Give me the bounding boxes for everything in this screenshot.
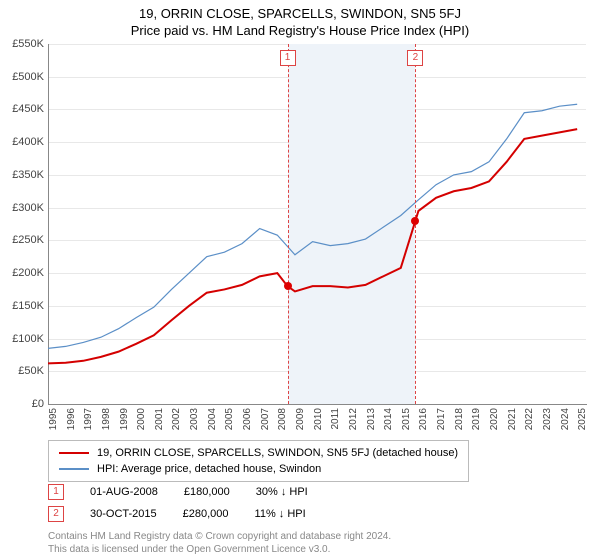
annotation-date: 01-AUG-2008 <box>90 486 158 498</box>
annotation-date: 30-OCT-2015 <box>90 508 157 520</box>
marker-number-box: 2 <box>407 50 423 66</box>
x-axis-label: 2021 <box>507 408 518 430</box>
y-axis-label: £550K <box>4 38 44 50</box>
x-axis-label: 2009 <box>295 408 306 430</box>
x-axis-label: 2000 <box>136 408 147 430</box>
y-axis-label: £400K <box>4 136 44 148</box>
y-axis-label: £0 <box>4 398 44 410</box>
x-axis-label: 2017 <box>436 408 447 430</box>
x-axis-label: 2008 <box>277 408 288 430</box>
annotation-marker: 1 <box>48 484 64 500</box>
plot-svg <box>48 44 586 404</box>
chart-container: 19, ORRIN CLOSE, SPARCELLS, SWINDON, SN5… <box>0 0 600 560</box>
x-axis-label: 1998 <box>101 408 112 430</box>
y-axis-label: £500K <box>4 71 44 83</box>
x-axis-label: 2016 <box>418 408 429 430</box>
x-axis-label: 1995 <box>48 408 59 430</box>
legend-label: 19, ORRIN CLOSE, SPARCELLS, SWINDON, SN5… <box>97 445 458 461</box>
y-axis-label: £450K <box>4 103 44 115</box>
x-axis-label: 2014 <box>383 408 394 430</box>
x-axis-label: 2011 <box>330 408 341 430</box>
y-axis-label: £350K <box>4 169 44 181</box>
y-axis-label: £150K <box>4 300 44 312</box>
chart-title-address: 19, ORRIN CLOSE, SPARCELLS, SWINDON, SN5… <box>0 0 600 21</box>
y-axis-label: £100K <box>4 333 44 345</box>
marker-dot <box>411 217 419 225</box>
marker-number-box: 1 <box>280 50 296 66</box>
annotation-row: 1 01-AUG-2008 £180,000 30% ↓ HPI <box>48 484 308 500</box>
series-line-hpi <box>48 104 577 348</box>
legend-label: HPI: Average price, detached house, Swin… <box>97 461 321 477</box>
x-axis-label: 2010 <box>313 408 324 430</box>
x-axis-label: 2015 <box>401 408 412 430</box>
marker-vline <box>288 44 289 404</box>
footnote-line: Contains HM Land Registry data © Crown c… <box>48 530 391 543</box>
x-axis-label: 2005 <box>224 408 235 430</box>
x-axis-label: 2025 <box>577 408 588 430</box>
x-axis-label: 2022 <box>524 408 535 430</box>
legend: 19, ORRIN CLOSE, SPARCELLS, SWINDON, SN5… <box>48 440 469 482</box>
x-axis-label: 2024 <box>560 408 571 430</box>
marker-dot <box>284 282 292 290</box>
x-axis-label: 2002 <box>171 408 182 430</box>
x-axis-label: 2004 <box>207 408 218 430</box>
x-axis-label: 2018 <box>454 408 465 430</box>
y-axis-label: £300K <box>4 202 44 214</box>
x-axis-label: 2006 <box>242 408 253 430</box>
x-axis-label: 2003 <box>189 408 200 430</box>
series-line-price_paid <box>48 129 577 363</box>
footnote-line: This data is licensed under the Open Gov… <box>48 543 330 556</box>
y-axis-label: £250K <box>4 234 44 246</box>
legend-swatch <box>59 468 89 469</box>
annotation-marker: 2 <box>48 506 64 522</box>
annotation-row: 2 30-OCT-2015 £280,000 11% ↓ HPI <box>48 506 306 522</box>
annotation-delta: 30% ↓ HPI <box>256 486 308 498</box>
x-axis-label: 1996 <box>66 408 77 430</box>
annotation-price: £280,000 <box>183 508 229 520</box>
x-axis-label: 2019 <box>471 408 482 430</box>
x-axis-label: 2023 <box>542 408 553 430</box>
legend-row: 19, ORRIN CLOSE, SPARCELLS, SWINDON, SN5… <box>59 445 458 461</box>
x-axis-label: 2001 <box>154 408 165 430</box>
x-axis-label: 1997 <box>83 408 94 430</box>
y-axis-label: £50K <box>4 365 44 377</box>
x-axis-label: 2012 <box>348 408 359 430</box>
chart-title-subtitle: Price paid vs. HM Land Registry's House … <box>0 21 600 42</box>
x-axis-label: 1999 <box>119 408 130 430</box>
annotation-delta: 11% ↓ HPI <box>255 508 306 520</box>
x-axis-label: 2020 <box>489 408 500 430</box>
y-axis-label: £200K <box>4 267 44 279</box>
legend-row: HPI: Average price, detached house, Swin… <box>59 461 458 477</box>
annotation-price: £180,000 <box>184 486 230 498</box>
x-axis-label: 2013 <box>366 408 377 430</box>
x-axis-label: 2007 <box>260 408 271 430</box>
legend-swatch <box>59 452 89 454</box>
